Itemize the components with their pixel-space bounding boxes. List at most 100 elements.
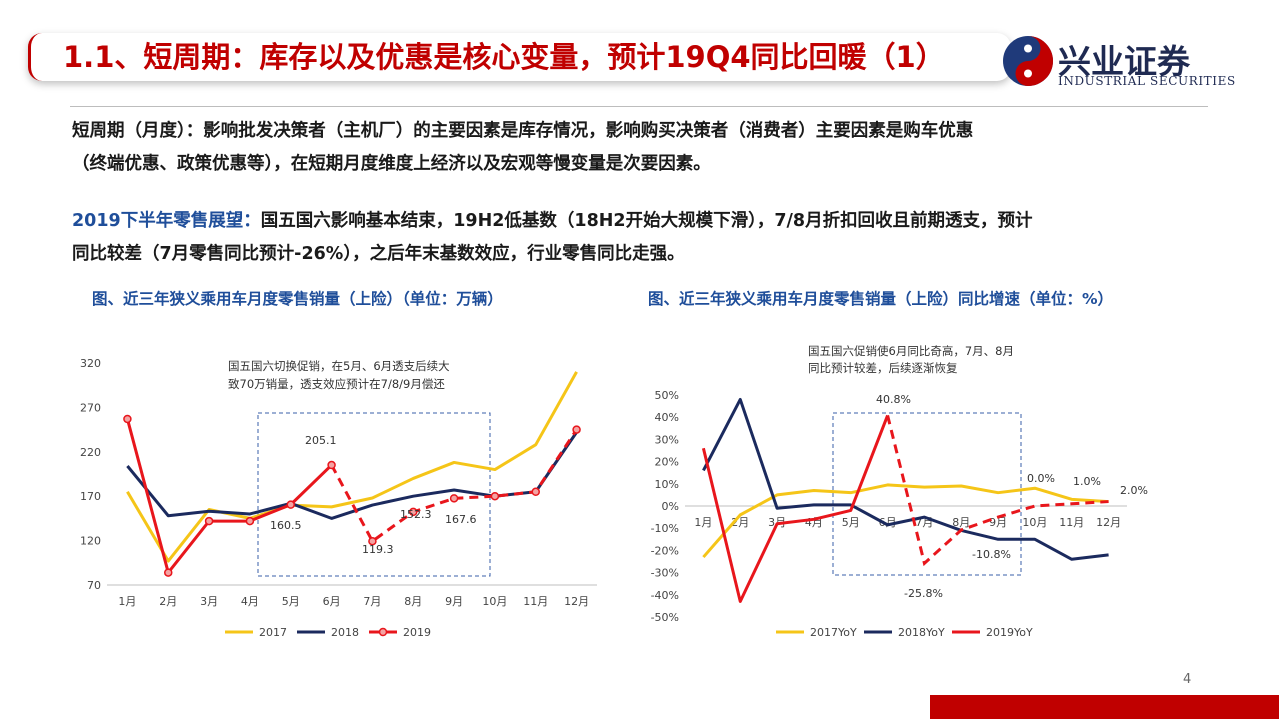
chart1-ytick: 220 — [80, 446, 101, 459]
chart1-label-152: 152.3 — [400, 508, 432, 521]
chart1-point — [327, 460, 336, 470]
chart1-xtick: 9月 — [445, 595, 463, 608]
chart1-annotation-line2: 致70万销量，透支效应预计在7/8/9月偿还 — [228, 377, 445, 391]
chart1-point — [286, 500, 295, 509]
chart2-xtick: 12月 — [1096, 516, 1121, 529]
chart1-xtick: 1月 — [118, 595, 136, 608]
chart2-caption: 图、近三年狭义乘用车月度零售销量（上险）同比增速（单位：%） — [648, 290, 1114, 308]
chart1-xtick: 10月 — [482, 595, 507, 608]
logo-mark-icon — [1003, 36, 1053, 86]
chart1-point — [204, 516, 214, 526]
chart2-ytick: 0% — [662, 500, 679, 513]
chart2-ytick: 30% — [655, 433, 679, 446]
chart1-point — [245, 516, 255, 526]
chart1-xtick: 5月 — [282, 595, 300, 608]
chart2-label-neg25: -25.8% — [904, 587, 943, 600]
chart2-legend-label: 2018YoY — [898, 626, 945, 639]
chart2-annotation-line2: 同比预计较差，后续逐渐恢复 — [808, 361, 958, 375]
chart1-legend-label: 2018 — [331, 626, 359, 639]
chart-retail-yoy: 国五国六促销使6月同比奇高，7月、8月 同比预计较差，后续逐渐恢复 -50% -4… — [651, 344, 1148, 639]
chart2-legend-label: 2019YoY — [986, 626, 1033, 639]
title-bar: 1.1、短周期：库存以及优惠是核心变量，预计19Q4同比回暖（1） — [28, 33, 1011, 81]
chart1-xtick: 12月 — [564, 595, 589, 608]
chart1-series-2017 — [126, 371, 578, 563]
paragraph-short-cycle: 短周期（月度）：影响批发决策者（主机厂）的主要因素是库存情况，影响购买决策者（消… — [72, 115, 1222, 181]
page-number: 4 — [1183, 672, 1192, 687]
chart2-ytick: 40% — [655, 411, 679, 424]
chart2-label-neg10: -10.8% — [972, 548, 1011, 561]
paragraph2-label: 2019下半年零售展望： — [72, 211, 261, 231]
chart2-series-2018YoY — [702, 397, 1109, 561]
chart2-highlight-box — [832, 412, 1022, 576]
chart-retail-volume: 国五国六切换促销，在5月、6月透支后续大 致70万销量，透支效应预计在7/8/9… — [80, 357, 597, 639]
chart2-ytick: 20% — [655, 456, 679, 469]
chart1-point — [368, 536, 377, 546]
chart1-ytick: 170 — [80, 490, 101, 503]
chart1-legend: 2017 2018 2019 — [225, 626, 431, 639]
chart1-xtick: 3月 — [200, 595, 218, 608]
chart1-caption: 图、近三年狭义乘用车月度零售销量（上险）（单位：万辆） — [92, 290, 503, 308]
chart2-xtick: 8月 — [952, 516, 970, 529]
chart2-label-0: 0.0% — [1027, 472, 1055, 485]
chart2-legend-label: 2017YoY — [810, 626, 857, 639]
chart1-point — [572, 425, 581, 434]
paragraph1-line1: 短周期（月度）：影响批发决策者（主机厂）的主要因素是库存情况，影响购买决策者（消… — [72, 121, 974, 141]
chart2-label-1: 1.0% — [1073, 475, 1101, 488]
chart1-point — [531, 487, 540, 497]
paragraph1-line2: （终端优惠、政策优惠等），在短期月度维度上经济以及宏观等慢变量是次要因素。 — [72, 154, 711, 174]
chart1-legend-label: 2019 — [403, 626, 431, 639]
chart2-series-2019YoY-actual — [701, 414, 889, 603]
chart2-ytick: 50% — [655, 389, 679, 402]
chart2-ytick: -40% — [651, 589, 679, 602]
logo-english-name: INDUSTRIAL SECURITIES — [1058, 74, 1236, 88]
paragraph-outlook: 2019下半年零售展望：国五国六影响基本结束，19H2低基数（18H2开始大规模… — [72, 205, 1222, 271]
chart1-label-205: 205.1 — [305, 434, 337, 447]
chart2-xtick: 1月 — [694, 516, 712, 529]
chart2-label-40: 40.8% — [876, 393, 911, 406]
chart1-xtick: 11月 — [523, 595, 548, 608]
chart2-xtick: 9月 — [989, 516, 1007, 529]
chart1-label-167: 167.6 — [445, 513, 477, 526]
chart2-xtick: 10月 — [1022, 516, 1047, 529]
paragraph2-line2: 同比较差（7月零售同比预计-26%），之后年末基数效应，行业零售同比走强。 — [72, 244, 685, 264]
chart1-label-119: 119.3 — [362, 543, 394, 556]
chart1-point — [164, 568, 173, 577]
chart1-point — [409, 507, 418, 517]
chart2-xtick: 11月 — [1059, 516, 1084, 529]
chart2-ytick: -20% — [651, 544, 679, 557]
chart1-point — [123, 414, 132, 424]
chart2-ytick: 10% — [655, 478, 679, 491]
chart2-label-2: 2.0% — [1120, 484, 1148, 497]
chart2-annotation-line1: 国五国六促销使6月同比奇高，7月、8月 — [808, 344, 1014, 358]
footer-accent-bar — [930, 695, 1279, 719]
chart1-xtick: 7月 — [363, 595, 381, 608]
chart1-legend-marker — [378, 627, 388, 637]
chart1-series-2019-actual — [125, 418, 333, 575]
header-divider — [70, 106, 1208, 107]
chart1-xtick: 2月 — [159, 595, 177, 608]
chart1-ytick: 120 — [80, 535, 101, 548]
chart1-label-160: 160.5 — [270, 519, 302, 532]
chart2-series-2017YoY — [702, 483, 1109, 559]
chart1-legend-label: 2017 — [259, 626, 287, 639]
paragraph2-line1: 国五国六影响基本结束，19H2低基数（18H2开始大规模下滑），7/8月折扣回收… — [260, 211, 1033, 231]
chart2-xtick: 5月 — [842, 516, 860, 529]
chart1-point — [490, 491, 500, 501]
chart2-ytick: -10% — [651, 522, 679, 535]
chart1-xtick: 4月 — [241, 595, 259, 608]
brand-logo: 兴业证券 INDUSTRIAL SECURITIES — [1000, 33, 1245, 91]
logo-chinese-name: 兴业证券 — [1058, 42, 1190, 81]
chart1-point — [449, 494, 459, 503]
chart1-highlight-box — [257, 412, 491, 577]
chart2-xtick: 6月 — [879, 516, 897, 529]
chart1-xtick: 6月 — [323, 595, 341, 608]
page-title: 1.1、短周期：库存以及优惠是核心变量，预计19Q4同比回暖（1） — [63, 40, 945, 74]
chart1-ytick: 320 — [80, 357, 101, 370]
chart2-series-2019YoY-forecast — [886, 415, 1109, 567]
chart1-annotation-line1: 国五国六切换促销，在5月、6月透支后续大 — [228, 359, 450, 373]
chart2-legend: 2017YoY 2018YoY 2019YoY — [776, 626, 1033, 639]
chart2-ytick: -50% — [651, 611, 679, 624]
chart1-xtick: 8月 — [404, 595, 422, 608]
chart1-ytick: 270 — [80, 401, 101, 414]
chart1-ytick: 70 — [87, 579, 101, 592]
